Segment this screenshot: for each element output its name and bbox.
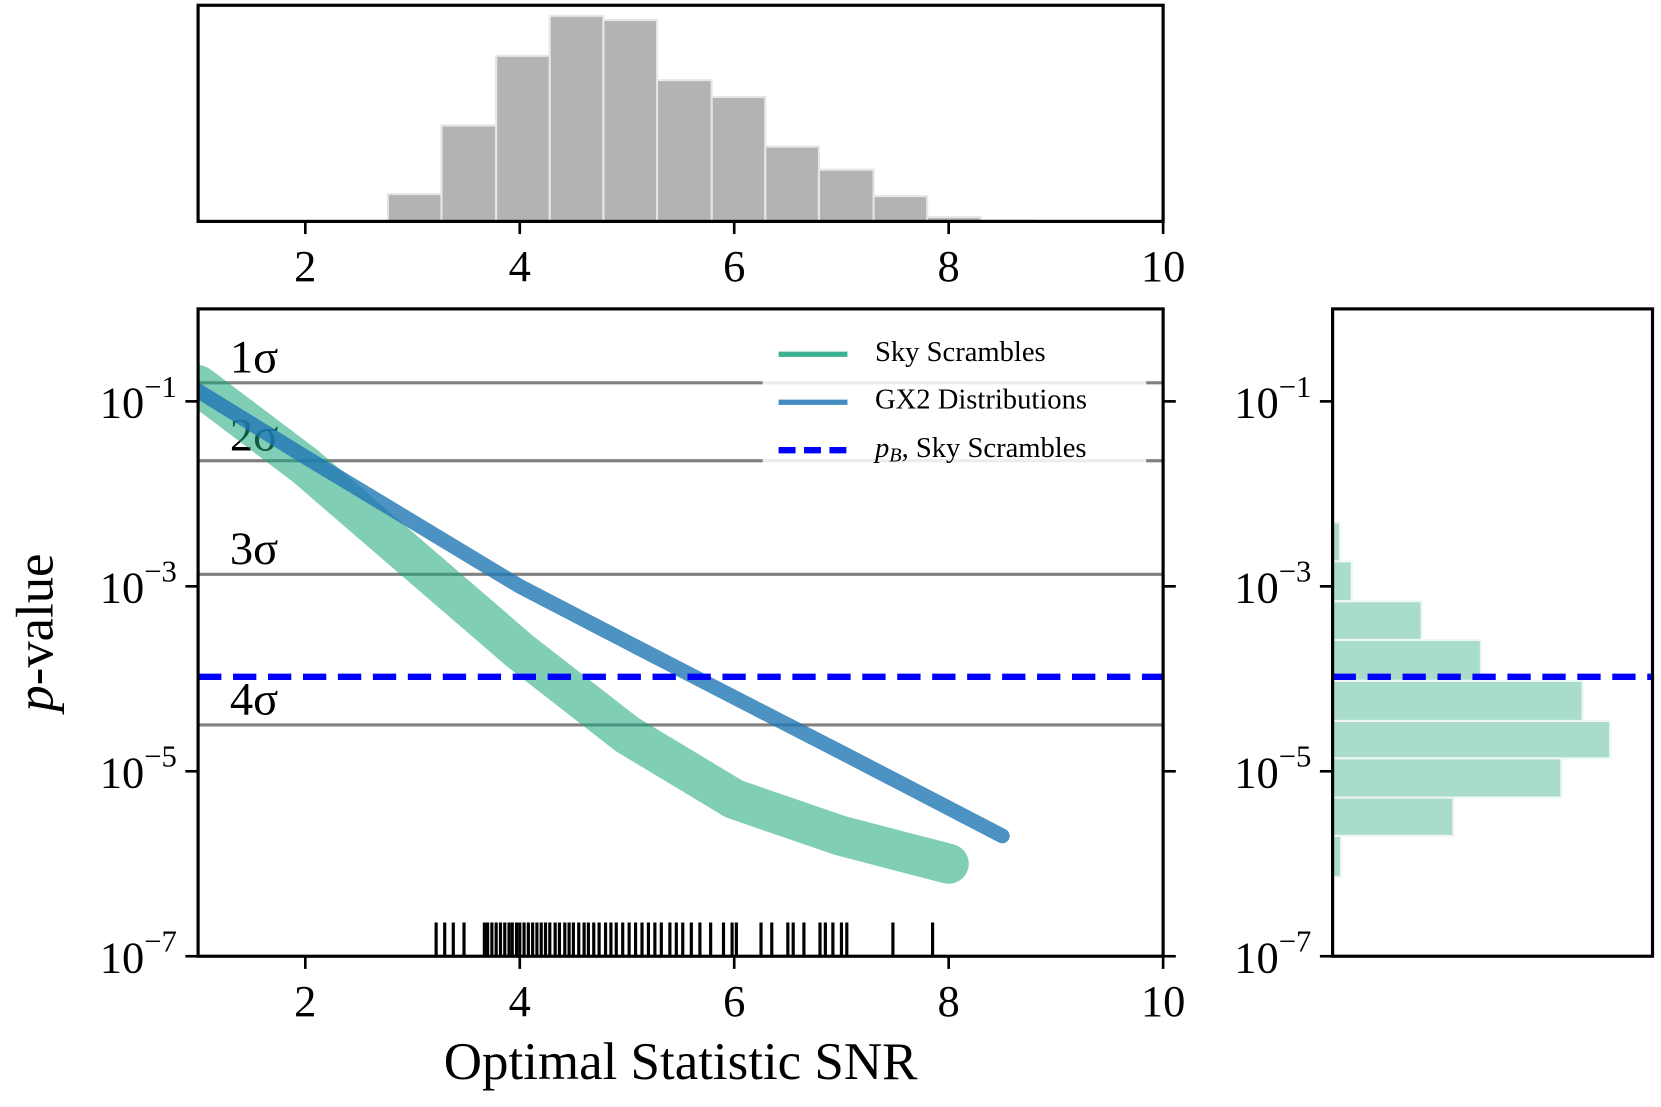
x-tick-label: 8 [938, 976, 960, 1026]
histogram-bar [386, 192, 443, 223]
series-line [198, 365, 969, 884]
histogram-bar [1331, 679, 1584, 723]
legend-label: Sky Scrambles [875, 337, 1046, 368]
x-tick-label: 2 [294, 976, 316, 1026]
sigma-label: 1σ [230, 332, 278, 383]
histogram-bar [548, 14, 605, 223]
x-tick-label: 2 [294, 241, 316, 291]
y-tick-label: 10−1 [100, 370, 177, 428]
x-tick-label: 6 [723, 241, 745, 291]
histogram-bar [1331, 719, 1612, 760]
x-tick-label: 8 [938, 241, 960, 291]
histogram-bar [817, 168, 875, 223]
y-tick-label: 10−5 [1234, 740, 1311, 798]
y-tick-label: 10−3 [100, 555, 177, 613]
series-line [198, 383, 1010, 844]
y-tick-label: 10−3 [1234, 555, 1311, 613]
histogram-bar [710, 95, 767, 223]
y-tick-label: 10−1 [1234, 370, 1311, 428]
y-tick-label: 10−5 [100, 740, 177, 798]
x-tick-label: 4 [509, 241, 531, 291]
histogram-bar [1331, 757, 1563, 799]
legend: Sky Scrambles GX2 Distributions pB, Sky Sc… [762, 326, 1147, 480]
axes-frame [1331, 307, 1655, 958]
axes-frame [196, 3, 1165, 223]
y-axis-label: p-value [6, 554, 64, 716]
histogram-bar [495, 54, 551, 223]
x-tick-label: 4 [509, 976, 531, 1026]
histogram-bar [602, 18, 659, 223]
legend-label: GX2 Distributions [875, 385, 1087, 416]
x-tick-label: 6 [723, 976, 745, 1026]
legend-box [762, 326, 1147, 480]
histogram-bar [1331, 560, 1353, 603]
legend-label: pB, Sky Scrambles [873, 433, 1087, 466]
axes-frame [196, 307, 1165, 958]
histogram-bar [655, 79, 713, 223]
x-tick-label: 10 [1141, 241, 1185, 291]
histogram-bar [1331, 600, 1423, 642]
x-tick-label: 10 [1141, 976, 1185, 1026]
y-tick-label: 10−7 [1234, 925, 1311, 983]
sigma-label: 4σ [230, 675, 278, 726]
histogram-bar [764, 145, 820, 223]
histogram-bar [872, 195, 929, 223]
sigma-label: 3σ [230, 524, 278, 575]
top-histogram: 2 4 6 8 10 [196, 3, 1185, 291]
curves [198, 365, 1010, 884]
y-tick-label: 10−7 [100, 925, 177, 983]
right-histogram: 10−1 10−3 10−5 10−7 [1234, 307, 1655, 983]
x-axis-label: Optimal Statistic SNR [444, 1033, 918, 1091]
histogram-bar [440, 124, 498, 223]
histogram-bar [1331, 796, 1455, 837]
